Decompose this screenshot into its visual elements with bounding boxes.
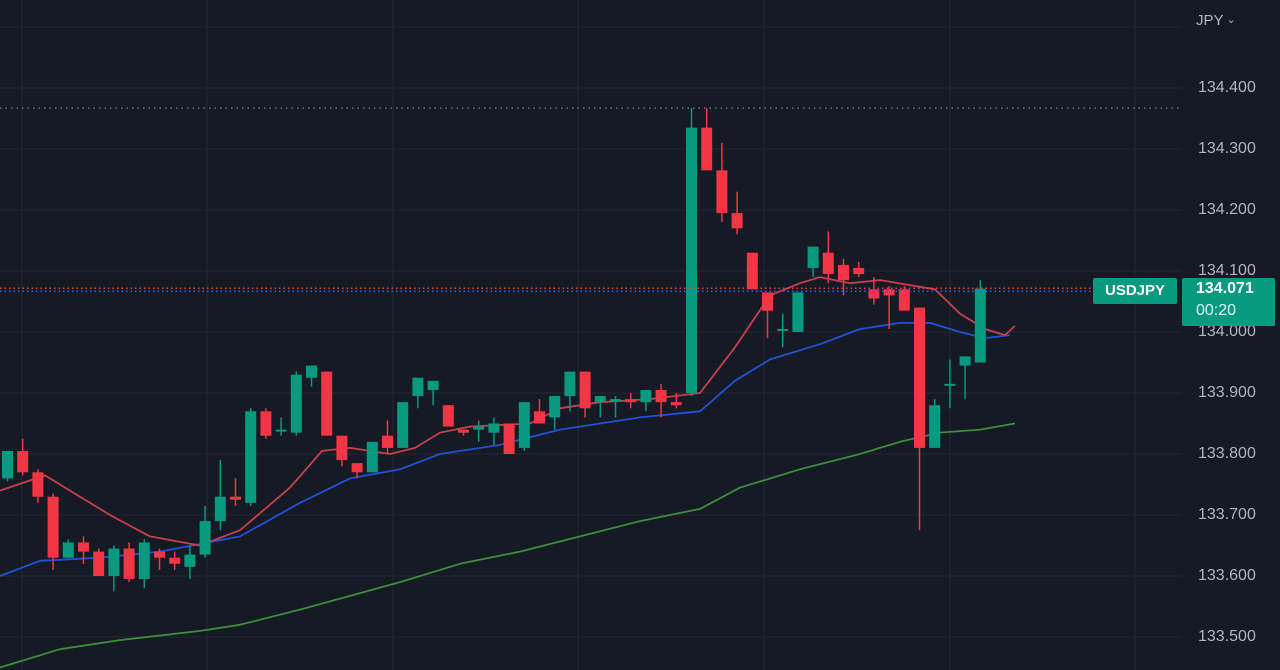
candle-down <box>351 463 363 473</box>
candle-up <box>184 554 196 567</box>
price-tick-label: 134.100 <box>1198 262 1256 279</box>
price-tick-label: 134.300 <box>1198 140 1256 157</box>
price-tick-label: 134.200 <box>1198 201 1256 218</box>
candle-up <box>290 374 302 433</box>
candle-up <box>138 542 150 580</box>
candle-down <box>701 127 713 171</box>
price-tick-label: 133.700 <box>1198 506 1256 523</box>
candle-up <box>488 423 500 433</box>
candle-up <box>594 396 606 403</box>
candle-up <box>473 426 485 430</box>
symbol-label: USDJPY <box>1093 278 1177 304</box>
price-tick-label: 133.500 <box>1198 628 1256 645</box>
candle-up <box>412 377 424 397</box>
candle-up <box>564 371 576 397</box>
candle-up <box>108 548 120 576</box>
candle-up <box>397 402 409 448</box>
candle-up <box>807 246 819 268</box>
moving-average-fast <box>0 276 1016 547</box>
chevron-down-icon: ⌄ <box>1226 14 1236 26</box>
candle-down <box>670 402 682 406</box>
candle-up <box>306 365 317 378</box>
price-scale[interactable]: JPY ⌄ 134.400 134.300 134.200 134.100 134.000… <box>1182 0 1280 670</box>
candle-down <box>883 289 895 296</box>
candle-up <box>686 127 697 394</box>
candle-down <box>731 213 743 229</box>
candle-down <box>853 267 865 275</box>
candle-up <box>929 405 941 448</box>
candlestick-chart[interactable] <box>0 0 1182 670</box>
candle-up <box>199 521 211 555</box>
candle-up <box>62 542 74 558</box>
price-tick-label: 133.600 <box>1198 567 1256 584</box>
moving-average-slow <box>0 422 1016 669</box>
candle-up <box>366 441 378 473</box>
candle-down <box>838 264 849 281</box>
candle-up <box>214 496 226 522</box>
candle-down <box>716 170 728 214</box>
candle-up <box>792 292 804 332</box>
candle-down <box>78 542 89 552</box>
candle-down <box>47 496 59 558</box>
candle-down <box>321 371 333 436</box>
candle-down <box>534 411 545 424</box>
candle-up <box>427 380 439 390</box>
candle-up <box>518 402 530 448</box>
candle-up <box>944 383 956 386</box>
chart-pane[interactable]: USDJPY <box>0 0 1182 670</box>
candle-up <box>777 328 789 331</box>
candle-down <box>579 371 591 409</box>
candle-up <box>610 399 621 402</box>
candle-up <box>959 356 971 366</box>
candle-down <box>154 551 165 558</box>
last-price-badge: 134.071 00:20 <box>1182 278 1275 326</box>
candle-down <box>625 399 637 403</box>
price-tick-label: 134.400 <box>1198 79 1256 96</box>
currency-selector[interactable]: JPY ⌄ <box>1196 12 1236 29</box>
candle-up <box>2 450 13 479</box>
candle-down <box>17 450 29 473</box>
candle-down <box>336 435 348 461</box>
candle-down <box>442 405 454 427</box>
candle-down <box>123 548 135 580</box>
candle-down <box>93 551 105 576</box>
candle-down <box>898 289 910 311</box>
last-price: 134.071 <box>1196 280 1254 297</box>
candle-down <box>382 435 393 448</box>
candle-down <box>868 289 880 299</box>
currency-label: JPY <box>1196 12 1224 29</box>
price-tick-label: 133.900 <box>1198 384 1256 401</box>
candle-down <box>503 423 515 454</box>
candle-up <box>275 429 287 432</box>
candle-down <box>230 496 241 500</box>
price-tick-label: 133.800 <box>1198 445 1256 462</box>
candle-down <box>458 429 469 433</box>
candle-down <box>746 252 758 290</box>
candle-down <box>169 557 181 564</box>
candle-down <box>822 252 834 275</box>
candle-down <box>260 411 272 436</box>
candle-down <box>655 389 667 403</box>
candle-up <box>245 411 257 503</box>
candle-up <box>974 288 986 363</box>
candle-down <box>762 292 773 311</box>
candle-up <box>549 396 561 418</box>
price-tick-label: 134.000 <box>1198 323 1256 340</box>
candle-down <box>914 307 925 448</box>
candle-up <box>640 389 652 403</box>
candle-down <box>32 472 44 497</box>
bar-countdown: 00:20 <box>1196 302 1237 319</box>
